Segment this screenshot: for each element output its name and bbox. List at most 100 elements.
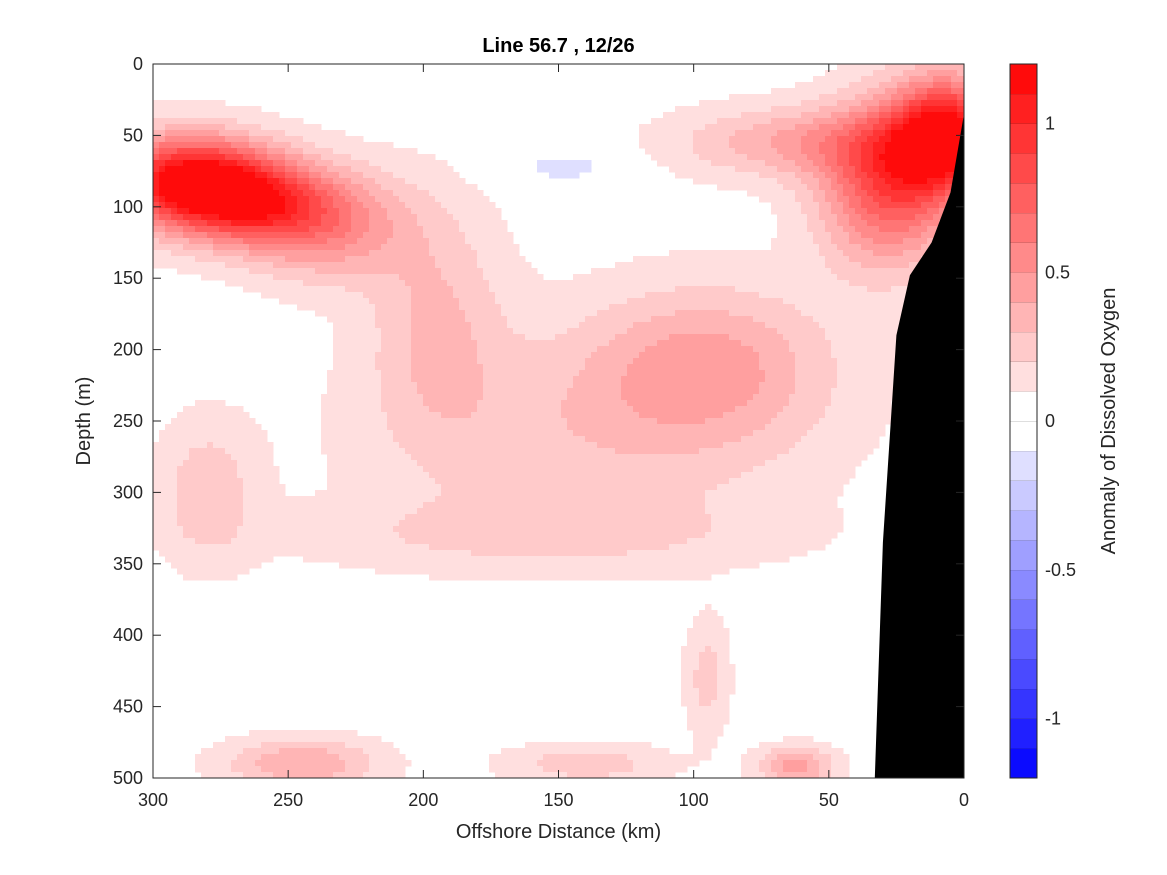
contour-cell (279, 292, 286, 299)
contour-cell (387, 382, 394, 389)
contour-cell (843, 238, 850, 245)
contour-cell (561, 280, 568, 287)
contour-cell (813, 286, 820, 293)
contour-cell (579, 328, 586, 335)
contour-cell (411, 190, 418, 197)
contour-cell (819, 76, 826, 83)
contour-cell (621, 280, 628, 287)
contour-cell (561, 166, 568, 173)
contour-cell (693, 256, 700, 263)
contour-cell (723, 166, 730, 173)
contour-cell (747, 316, 754, 323)
contour-cell (165, 130, 172, 137)
contour-cell (795, 298, 802, 305)
contour-cell (321, 172, 328, 179)
contour-cell (309, 178, 316, 185)
contour-cell (471, 244, 478, 251)
contour-cell (219, 262, 226, 269)
contour-cell (393, 214, 400, 221)
contour-cell (219, 226, 226, 233)
contour-cell (333, 304, 340, 311)
contour-cell (357, 346, 364, 353)
contour-cell (765, 298, 772, 305)
contour-cell (855, 346, 862, 353)
contour-cell (825, 130, 832, 137)
contour-cell (753, 190, 760, 197)
contour-cell (465, 352, 472, 359)
contour-cell (783, 286, 790, 293)
contour-cell (771, 280, 778, 287)
contour-cell (291, 220, 298, 227)
contour-cell (699, 304, 706, 311)
contour-cell (615, 262, 622, 269)
contour-cell (867, 250, 874, 257)
contour-cell (723, 334, 730, 341)
contour-cell (855, 304, 862, 311)
contour-cell (213, 208, 220, 215)
contour-cell (435, 316, 442, 323)
contour-cell (219, 190, 226, 197)
contour-cell (747, 292, 754, 299)
contour-cell (897, 76, 904, 83)
contour-cell (213, 124, 220, 131)
contour-cell (699, 160, 706, 167)
contour-cell (405, 160, 412, 167)
contour-cell (561, 358, 568, 365)
contour-cell (429, 280, 436, 287)
contour-cell (831, 166, 838, 173)
contour-cell (369, 262, 376, 269)
contour-cell (357, 376, 364, 383)
contour-cell (429, 262, 436, 269)
contour-cell (237, 262, 244, 269)
contour-cell (399, 178, 406, 185)
contour-cell (615, 268, 622, 275)
contour-cell (285, 178, 292, 185)
contour-cell (861, 268, 868, 275)
contour-cell (165, 172, 172, 179)
contour-cell (411, 184, 418, 191)
contour-cell (249, 196, 256, 203)
contour-cell (183, 124, 190, 131)
contour-cell (603, 388, 610, 395)
contour-cell (483, 346, 490, 353)
contour-cell (339, 304, 346, 311)
contour-cell (825, 334, 832, 341)
contour-cell (753, 142, 760, 149)
contour-cell (237, 250, 244, 257)
contour-cell (333, 178, 340, 185)
contour-cell (363, 172, 370, 179)
contour-cell (753, 388, 760, 395)
contour-cell (849, 64, 856, 71)
contour-cell (261, 130, 268, 137)
contour-cell (183, 172, 190, 179)
contour-cell (393, 166, 400, 173)
contour-cell (831, 220, 838, 227)
contour-cell (207, 172, 214, 179)
contour-cell (417, 352, 424, 359)
contour-cell (819, 382, 826, 389)
contour-cell (333, 262, 340, 269)
contour-cell (327, 148, 334, 155)
contour-cell (705, 160, 712, 167)
contour-cell (483, 238, 490, 245)
contour-cell (267, 190, 274, 197)
contour-cell (399, 316, 406, 323)
contour-cell (903, 88, 910, 95)
contour-cell (207, 154, 214, 161)
contour-cell (615, 364, 622, 371)
contour-cell (339, 232, 346, 239)
contour-cell (231, 190, 238, 197)
contour-cell (543, 370, 550, 377)
contour-cell (585, 322, 592, 329)
contour-cell (417, 256, 424, 263)
contour-cell (711, 268, 718, 275)
contour-cell (495, 226, 502, 233)
contour-cell (669, 136, 676, 143)
contour-cell (645, 370, 652, 377)
contour-cell (855, 172, 862, 179)
contour-cell (807, 382, 814, 389)
contour-cell (195, 184, 202, 191)
contour-cell (255, 118, 262, 125)
contour-cell (663, 376, 670, 383)
contour-cell (813, 310, 820, 317)
